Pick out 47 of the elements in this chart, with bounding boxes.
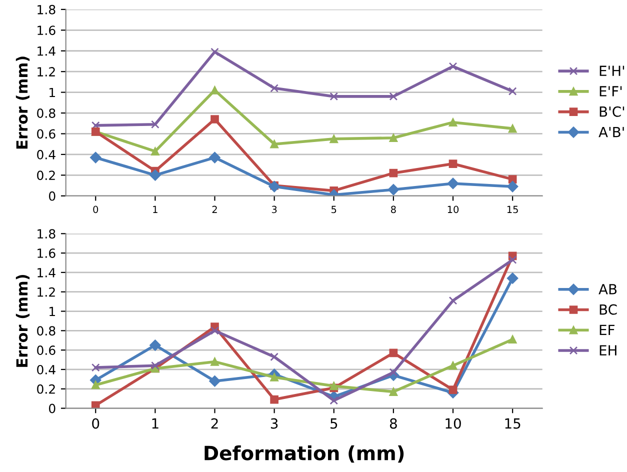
x-tick-label: 3 — [272, 206, 277, 214]
y-tick-label: 1.2 — [38, 287, 55, 297]
x-tick-label: 0 — [93, 206, 98, 214]
y-tick-label: 0.6 — [37, 346, 56, 355]
x-tick-label: 15 — [505, 418, 520, 429]
legend-label: E'F' — [600, 86, 622, 96]
y-tick-label: 1.2 — [38, 67, 55, 76]
legend-label: EF — [600, 324, 614, 335]
legend-label: A'B' — [598, 126, 624, 138]
y-tick-label: 1 — [50, 88, 55, 98]
x-tick-label: 5 — [330, 418, 338, 429]
y-tick-label: 1.8 — [38, 229, 56, 239]
legend-label: EH — [600, 345, 616, 356]
y-tick-label: 1.6 — [38, 248, 56, 258]
x-tick-label: 1 — [152, 418, 158, 429]
legend-label: AB — [598, 284, 617, 294]
y-tick-label: 0 — [48, 404, 56, 414]
y-tick-label: 0.4 — [37, 150, 56, 160]
y-tick-label: 1.4 — [38, 268, 56, 278]
x-axis-title: Deformation (mm) — [204, 445, 404, 463]
y-tick-label: 0.6 — [37, 129, 56, 139]
x-tick-label: 2 — [212, 206, 217, 213]
legend-label: E'H' — [600, 66, 624, 76]
x-tick-label: 2 — [211, 418, 218, 429]
x-tick-label: 1 — [153, 206, 158, 213]
y-tick-label: 1 — [50, 306, 55, 316]
y-tick-label: 0.2 — [37, 170, 55, 180]
y-tick-label: 0.2 — [37, 384, 55, 394]
y-tick-label: 0.8 — [37, 326, 56, 336]
x-tick-label: 3 — [270, 418, 278, 429]
y-axis-title: Error (mm) — [16, 56, 30, 149]
x-tick-label: 8 — [391, 206, 396, 214]
legend-label: BC — [600, 304, 617, 315]
y-tick-label: 0.4 — [37, 364, 56, 374]
y-tick-label: 1.6 — [38, 26, 56, 36]
x-tick-label: 15 — [507, 206, 518, 214]
x-tick-label: 0 — [92, 418, 100, 429]
y-tick-label: 0.8 — [37, 108, 56, 118]
x-tick-label: 10 — [446, 418, 461, 429]
x-tick-label: 5 — [332, 206, 336, 214]
y-tick-label: 1.8 — [38, 4, 56, 14]
x-tick-label: 8 — [390, 418, 397, 429]
x-tick-label: 10 — [448, 206, 459, 214]
y-axis-title: Error (mm) — [16, 274, 30, 367]
y-tick-label: 1.4 — [38, 46, 56, 56]
legend-label: B'C' — [600, 106, 624, 117]
y-tick-label: 0 — [48, 191, 56, 201]
